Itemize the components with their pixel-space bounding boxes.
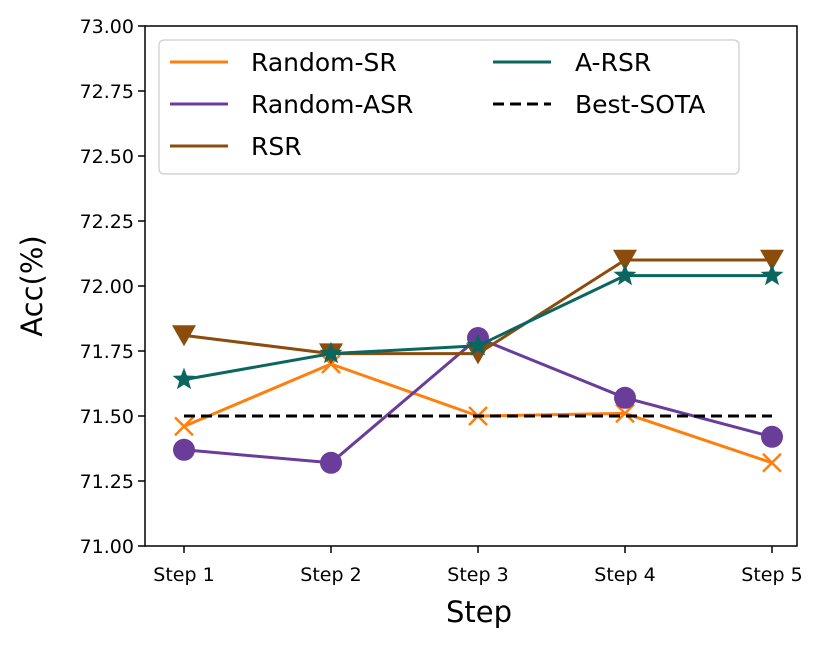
legend-label-rsr: RSR: [251, 132, 302, 161]
legend-label-random-asr: Random-ASR: [251, 90, 413, 119]
data-point-rsr: [760, 249, 784, 271]
y-tick-label: 72.75: [80, 81, 134, 103]
y-tick-label: 72.25: [80, 211, 134, 233]
series-layer: [172, 249, 784, 474]
legend-entry-best-sota: Best-SOTA: [493, 90, 705, 119]
legend-label-best-sota: Best-SOTA: [575, 90, 705, 119]
series-rsr: [172, 249, 784, 365]
data-point-a-rsr: [613, 263, 637, 286]
data-point-random-asr: [320, 451, 342, 474]
x-tick-label: Step 3: [447, 564, 508, 586]
y-tick-label: 71.50: [80, 406, 134, 428]
y-tick-label: 73.00: [80, 16, 134, 38]
legend-label-a-rsr: A-RSR: [575, 48, 651, 77]
y-axis: 71.00 71.25 71.50 71.75 72.00 72.25 72.50 72.75…: [80, 16, 145, 558]
legend-label-random-sr: Random-SR: [251, 48, 397, 77]
x-tick-label: Step 5: [741, 564, 802, 586]
legend-box: [158, 39, 740, 175]
data-point-a-rsr: [466, 333, 490, 356]
y-tick-label: 71.75: [80, 341, 134, 363]
data-point-random-sr: [615, 403, 635, 424]
data-point-random-sr: [174, 416, 194, 437]
legend: Random-SR Random-ASR RSR A-RSR Best-SOTA: [158, 39, 740, 175]
series-a-rsr: [172, 263, 784, 390]
data-point-rsr: [172, 325, 196, 347]
x-tick-label: Step 4: [594, 564, 655, 586]
x-tick-label: Step 1: [153, 564, 214, 586]
data-point-random-asr: [614, 386, 636, 409]
data-point-a-rsr: [172, 367, 196, 390]
legend-entry-random-sr: Random-SR: [170, 48, 397, 77]
data-point-a-rsr: [760, 263, 784, 286]
data-point-rsr: [613, 249, 637, 271]
data-point-random-sr: [762, 452, 782, 473]
x-axis-title: Step: [446, 595, 512, 629]
data-point-random-asr: [173, 438, 195, 461]
data-point-rsr: [466, 343, 490, 365]
y-tick-label: 72.50: [80, 146, 134, 168]
data-point-random-asr: [761, 425, 783, 448]
y-tick-label: 72.00: [80, 276, 134, 298]
x-tick-label: Step 2: [300, 564, 361, 586]
legend-entry-random-asr: Random-ASR: [170, 90, 413, 119]
x-axis: Step 1 Step 2 Step 3 Step 4 Step 5: [153, 546, 803, 586]
y-tick-label: 71.00: [80, 536, 134, 558]
data-point-a-rsr: [319, 341, 343, 364]
y-axis-title: Acc(%): [15, 235, 49, 336]
y-tick-label: 71.25: [80, 471, 134, 493]
legend-entry-rsr: RSR: [170, 132, 302, 161]
legend-entry-a-rsr: A-RSR: [493, 48, 651, 77]
